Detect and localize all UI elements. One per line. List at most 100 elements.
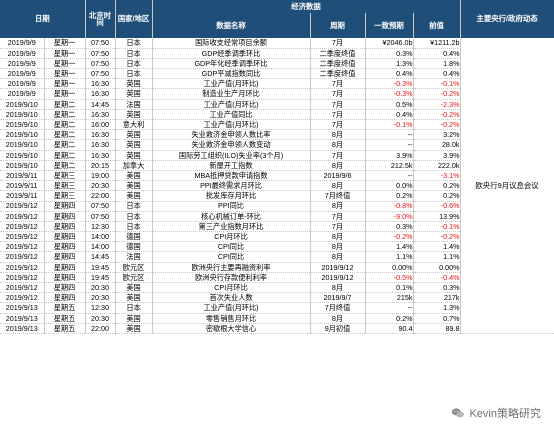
cell-forecast: 90.4 (365, 323, 414, 334)
cell-time: 20:30 (85, 180, 116, 192)
cell-previous: -0.2% (413, 231, 461, 243)
cell-indicator: 失业救济金申领人数比率 (152, 129, 311, 141)
cell-date: 2019/9/12 (0, 231, 45, 243)
cell-time: 16:30 (85, 109, 116, 121)
cell-previous: 217k (413, 292, 461, 304)
cell-weekday: 星期四 (44, 262, 86, 273)
cell-indicator: PPI同比 (152, 201, 311, 212)
cell-date: 2019/9/12 (0, 211, 45, 222)
cell-country: 法国 (115, 251, 153, 263)
cell-date: 2019/9/11 (0, 190, 45, 202)
cell-weekday: 星期二 (44, 139, 86, 151)
table-row: 2019/9/12 星期四 19:45 欧元区 欧洲央行主要再融资利率 2019/9/12… (0, 262, 554, 273)
cell-time: 14:45 (85, 99, 116, 110)
cell-period: 二季度终值 (310, 48, 366, 59)
cell-weekday: 星期二 (44, 129, 86, 141)
cell-time: 16:30 (85, 150, 116, 161)
cell-date: 2019/9/9 (0, 68, 45, 80)
cell-previous: 0.4% (413, 48, 461, 59)
cell-indicator: CPI月环比 (152, 282, 311, 294)
cell-period: 二季度终值 (310, 58, 366, 70)
watermark-text: Kevin策略研究 (469, 408, 541, 420)
cell-indicator: MBA抵押贷款申请指数 (152, 170, 311, 182)
cell-country: 欧元区 (115, 262, 153, 273)
cell-weekday: 星期二 (44, 99, 86, 110)
cell-previous: -0.6% (413, 201, 461, 212)
cell-date: 2019/9/12 (0, 282, 45, 294)
cell-indicator: CPI月环比 (152, 231, 311, 243)
cell-country: 美国 (115, 170, 153, 182)
table-row: 2019/9/10 星期二 20:15 加拿大 新屋开工指数 8月 212.5k 222.0k (0, 160, 554, 171)
table-row: 2019/9/13 星期五 22:00 美国 密歇根大学信心 9月初值 90.4 89.8 (0, 323, 554, 334)
cell-period: 7月 (310, 88, 366, 100)
cell-forecast: -0.3% (365, 88, 414, 100)
cell-weekday: 星期四 (44, 211, 86, 222)
header-indicator: 数据名称 (152, 13, 311, 38)
cell-country: 日本 (115, 302, 153, 314)
cell-period: 2019/9/6 (310, 170, 366, 182)
cell-weekday: 星期五 (44, 313, 86, 324)
cell-forecast: -9.0% (365, 211, 414, 222)
cell-time: 19:45 (85, 262, 116, 273)
cell-period: 7月 (310, 119, 366, 131)
cell-time: 19:45 (85, 272, 116, 284)
cell-period: 2019/9/12 (310, 262, 366, 273)
table-row: 2019/9/9 星期一 16:30 英国 工业产值(月环比) 7月 -0.3% -0.1% (0, 78, 554, 90)
cell-time: 20:30 (85, 313, 116, 324)
cell-country: 英国 (115, 129, 153, 141)
cell-forecast: 0.3% (365, 221, 414, 233)
table-row: 2019/9/10 星期二 16:00 意大利 工业产值(月环比) 7月 -0.1% -0.2… (0, 119, 554, 131)
cell-weekday: 星期二 (44, 109, 86, 121)
cell-indicator: PPI最终需求月环比 (152, 180, 311, 192)
table-row: 2019/9/9 星期一 16:30 英国 制造业生产月环比 7月 -0.3% -0.2% (0, 88, 554, 100)
cell-time: 07:50 (85, 48, 116, 59)
header-country: 国家/地区 (115, 0, 153, 38)
cell-previous: -2.3% (413, 99, 461, 110)
cell-time: 07:50 (85, 38, 116, 49)
cell-forecast: -0.1% (365, 119, 414, 131)
cell-time: 14:00 (85, 241, 116, 253)
cell-time: 20:15 (85, 160, 116, 171)
header-time: 北京时间 (85, 0, 116, 38)
cell-previous: 0.7% (413, 313, 461, 324)
cell-time: 14:45 (85, 251, 116, 263)
cell-country: 美国 (115, 190, 153, 202)
cell-weekday: 星期五 (44, 302, 86, 314)
cell-indicator: 零售销售月环比 (152, 313, 311, 324)
cell-date: 2019/9/9 (0, 58, 45, 70)
cell-weekday: 星期四 (44, 221, 86, 233)
cell-previous: 1.8% (413, 58, 461, 70)
cell-forecast: 0.5% (365, 99, 414, 110)
table-row: 2019/9/12 星期四 12:30 日本 第三产业指数月环比 7月 0.3% -0.1% (0, 221, 554, 233)
cell-country: 欧元区 (115, 272, 153, 284)
cell-forecast: -- (365, 302, 414, 314)
cell-date: 2019/9/11 (0, 180, 45, 192)
table-row: 2019/9/12 星期四 14:45 法国 CPI同比 8月 1.1% 1.1% (0, 251, 554, 263)
cell-previous: 0.00% (413, 262, 461, 273)
cell-weekday: 星期四 (44, 292, 86, 304)
cell-country: 日本 (115, 211, 153, 222)
cell-previous: 0.3% (413, 282, 461, 294)
cell-indicator: 工业产值(月环比) (152, 119, 311, 131)
cell-period: 9月初值 (310, 323, 366, 334)
cell-forecast: 0.4% (365, 68, 414, 80)
cell-time: 07:50 (85, 201, 116, 212)
table-row: 2019/9/10 星期二 16:30 英国 工业产值同比 7月 0.4% -0.2% (0, 109, 554, 121)
cell-country: 日本 (115, 68, 153, 80)
cell-period: 8月 (310, 180, 366, 192)
cell-country: 意大利 (115, 119, 153, 131)
cell-time: 22:00 (85, 190, 116, 202)
cell-country: 英国 (115, 150, 153, 161)
cell-previous: 13.9% (413, 211, 461, 222)
header-forecast: 一致预期 (365, 13, 414, 38)
cell-previous: 89.8 (413, 323, 461, 334)
cell-weekday: 星期四 (44, 251, 86, 263)
cell-indicator: 国际收支经常项目余额 (152, 38, 311, 49)
cell-forecast: ¥2046.0b (365, 38, 414, 49)
cell-indicator: GDP年化经季调季环比 (152, 58, 311, 70)
header-period: 周期 (310, 13, 366, 38)
cell-date: 2019/9/10 (0, 99, 45, 110)
cell-country: 日本 (115, 38, 153, 49)
header-previous: 前值 (413, 13, 461, 38)
